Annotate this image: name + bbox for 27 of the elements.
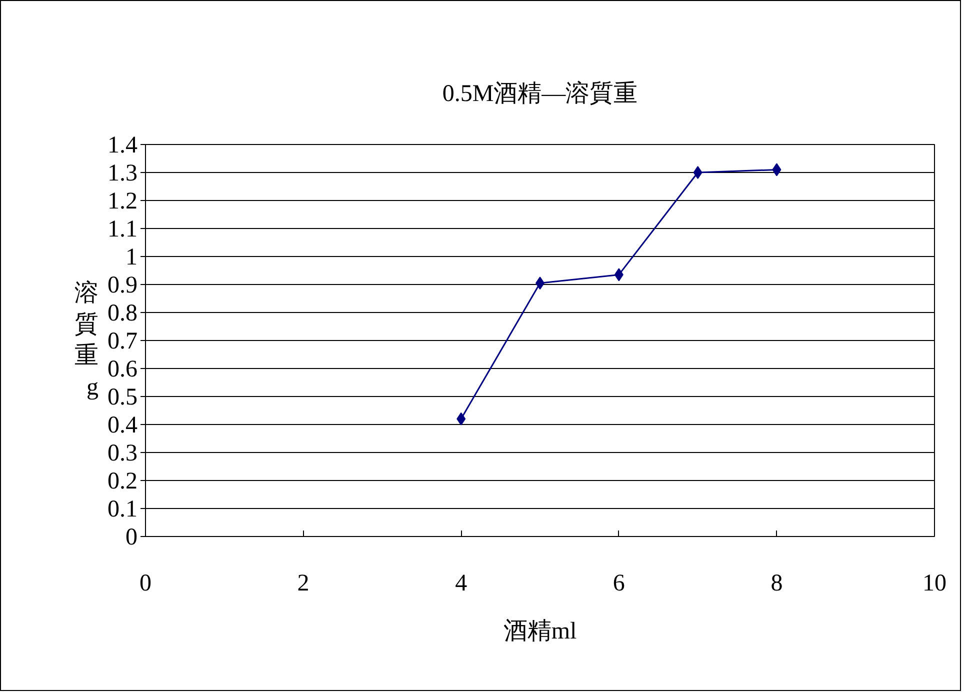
point (693, 166, 702, 179)
y-tick-label: 1 (126, 244, 138, 270)
chart-title: 0.5M酒精—溶質重 (442, 80, 638, 107)
x-axis-title: 酒精ml (503, 618, 577, 644)
y-tick-label: 0.1 (108, 496, 138, 522)
y-tick-label: 1.4 (108, 132, 138, 158)
x-tick-label: 8 (770, 570, 783, 596)
y-tick-label: 0.2 (108, 468, 138, 494)
x-tick-label: 4 (455, 570, 468, 596)
y-tick-label: 0.4 (108, 412, 138, 438)
y-tick-label: 0.6 (108, 356, 138, 382)
x-tick-label: 6 (612, 570, 625, 596)
y-tick-label: 0.3 (108, 440, 138, 466)
y-tick-label: 0.8 (108, 300, 138, 326)
point (456, 412, 466, 426)
point (772, 163, 782, 176)
x-tick-label: 2 (297, 570, 310, 596)
y-tick-label: 0.9 (108, 272, 138, 298)
y-axis-title: 溶質重g (74, 280, 98, 400)
point (614, 268, 624, 282)
y-tick-label: 1.3 (108, 160, 138, 186)
y-tick-label: 0 (126, 524, 138, 550)
y-tick-label: 0.5 (108, 384, 138, 410)
y-tick-label: 0.7 (108, 328, 138, 354)
y-tick-label: 1.1 (108, 216, 138, 242)
y-tick-label: 1.2 (108, 188, 138, 214)
x-tick-label: 10 (922, 570, 946, 596)
